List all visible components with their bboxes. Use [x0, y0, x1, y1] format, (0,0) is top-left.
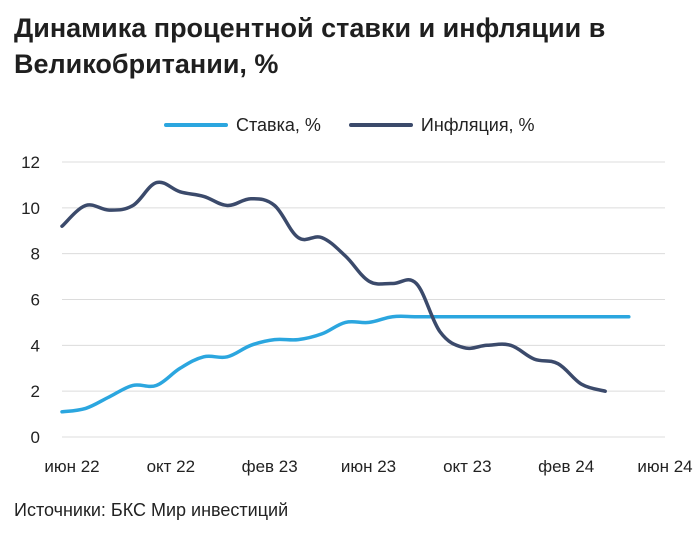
y-tick-label-3: 6 [31, 291, 40, 310]
legend-label-rate: Ставка, % [236, 114, 321, 135]
legend-label-inflation: Инфляция, % [420, 114, 535, 135]
x-tick-label-1: окт 22 [147, 457, 196, 476]
series-line-inflation [60, 180, 607, 393]
y-tick-label-5: 10 [21, 199, 40, 218]
y-tick-label-4: 8 [31, 245, 40, 264]
series-line-rate [60, 314, 631, 414]
legend-item-rate: Ставка, % [164, 115, 321, 136]
chart-title: Динамика процентной ставки и инфляции в … [14, 13, 606, 79]
x-tick-label-6: июн 24 [637, 457, 692, 476]
y-tick-label-0: 0 [31, 428, 40, 447]
source-note: Источники: БКС Мир инвестиций [14, 500, 289, 520]
y-tick-label-2: 4 [31, 336, 40, 355]
legend-swatch-inflation [348, 123, 413, 127]
y-tick-label-6: 12 [21, 153, 40, 172]
legend-swatch-rate [164, 123, 228, 127]
x-tick-label-3: июн 23 [341, 457, 396, 476]
x-tick-label-5: фев 24 [538, 457, 594, 476]
x-tick-label-4: окт 23 [443, 457, 492, 476]
y-tick-label-1: 2 [31, 382, 40, 401]
legend-item-inflation: Инфляция, % [348, 114, 535, 136]
line-chart: 0 2 4 6 8 10 12 июн 22 окт 22 фев 23 июн 23 окт 23 ф… [21, 153, 693, 476]
x-tick-label-2: фев 23 [242, 457, 298, 476]
x-tick-label-0: июн 22 [44, 457, 99, 476]
chart-legend: Ставка, % Инфляция, % [164, 114, 563, 136]
